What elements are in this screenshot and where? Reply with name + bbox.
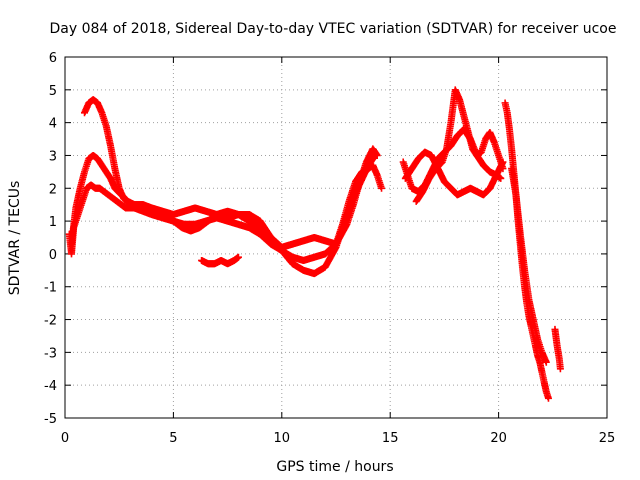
data-point [556, 365, 564, 373]
plot-frame [64, 56, 608, 419]
y-axis-title: SDTVAR / TECUs [7, 181, 23, 296]
x-axis-title: GPS time / hours [276, 459, 393, 475]
data-point [542, 358, 550, 366]
y-tick-label: -1 [44, 281, 57, 296]
x-tick-label: 25 [599, 431, 616, 446]
y-tick-label: 4 [49, 117, 57, 132]
y-tick-label: 0 [49, 248, 57, 263]
x-tick-label: 15 [382, 431, 399, 446]
data-point [544, 394, 552, 402]
x-tick-label: 10 [274, 431, 291, 446]
data-point [234, 253, 242, 261]
data-point [373, 151, 381, 159]
data-point [499, 165, 507, 173]
axis-ticks: 0 5 10 15 20 25 -5 -4 -3 -2 -1 0 1 2 3 4 5 6 [44, 51, 615, 446]
y-tick-label: -4 [44, 379, 57, 394]
y-tick-label: 3 [49, 149, 57, 164]
y-tick-label: 2 [49, 182, 57, 197]
y-tick-label: 6 [49, 51, 57, 66]
grid-lines [65, 57, 607, 418]
x-tick-label: 0 [61, 431, 69, 446]
chart-title: Day 084 of 2018, Sidereal Day-to-day VTE… [50, 21, 617, 37]
y-tick-label: 5 [49, 84, 57, 99]
data-point [378, 184, 386, 192]
data-points [65, 86, 564, 402]
y-tick-label: -5 [44, 412, 57, 427]
x-tick-label: 20 [490, 431, 507, 446]
y-tick-label: -3 [44, 346, 57, 361]
y-tick-label: 1 [49, 215, 57, 230]
y-tick-label: -2 [44, 314, 57, 329]
x-tick-label: 5 [169, 431, 177, 446]
